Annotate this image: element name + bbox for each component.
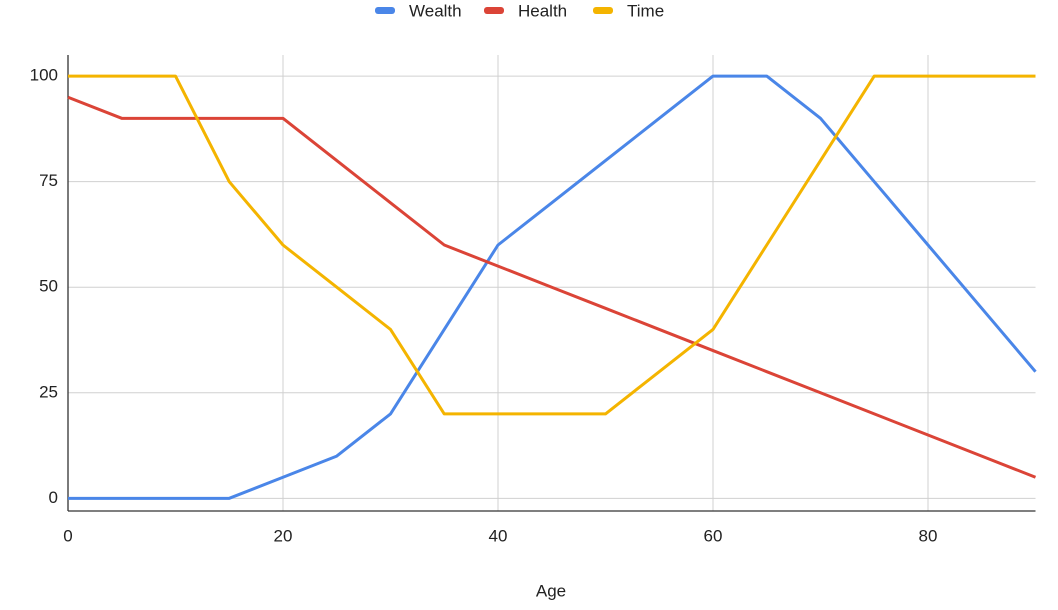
y-tick-label: 0 (49, 488, 58, 507)
legend-swatch (484, 7, 504, 14)
y-tick-label: 50 (39, 277, 58, 296)
legend-swatch (375, 7, 395, 14)
x-axis-label: Age (536, 581, 566, 600)
x-tick-label: 80 (919, 526, 938, 545)
x-tick-label: 60 (704, 526, 723, 545)
x-tick-label: 40 (489, 526, 508, 545)
legend-label: Time (627, 1, 664, 20)
legend-label: Wealth (409, 1, 462, 20)
series-line (67, 95, 1037, 479)
y-tick-label: 75 (39, 171, 58, 190)
x-tick-label: 20 (274, 526, 293, 545)
series-line (68, 74, 1036, 416)
series-line (68, 74, 1037, 500)
y-tick-label: 25 (39, 382, 58, 401)
legend-label: Health (518, 1, 567, 20)
legend-swatch (593, 7, 613, 14)
x-tick-label: 0 (63, 526, 72, 545)
y-tick-label: 100 (30, 66, 58, 85)
